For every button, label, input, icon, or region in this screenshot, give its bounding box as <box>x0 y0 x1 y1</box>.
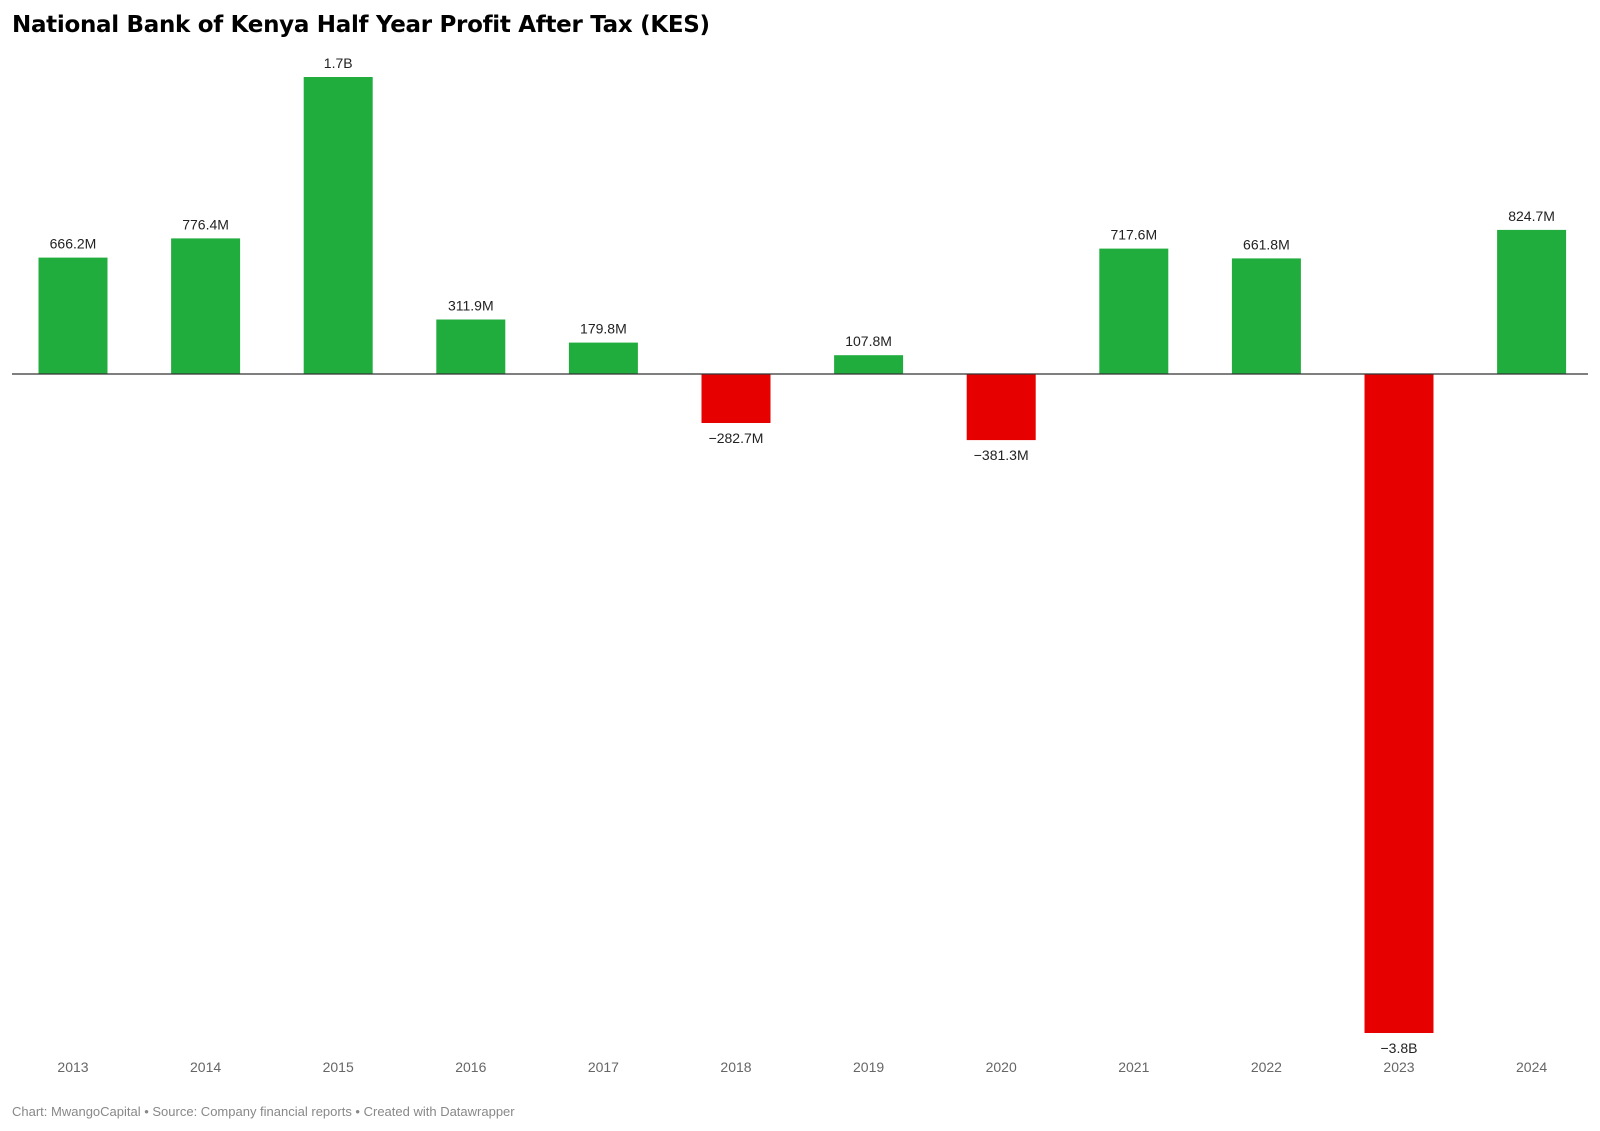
bar-2024 <box>1497 229 1567 374</box>
x-tick-2013: 2013 <box>57 1059 88 1075</box>
bar-label-2017: 179.8M <box>580 321 627 337</box>
x-tick-2018: 2018 <box>720 1059 751 1075</box>
bar-2021 <box>1099 248 1169 374</box>
x-tick-2023: 2023 <box>1383 1059 1414 1075</box>
bar-2018 <box>701 374 771 423</box>
bar-label-2021: 717.6M <box>1110 227 1157 243</box>
bar-chart: 666.2M 776.4M 1.7B 311.9M 179.8M −282.7M 107.8… <box>12 55 1588 1075</box>
bar-label-2020: −381.3M <box>974 447 1029 463</box>
x-tick-2022: 2022 <box>1251 1059 1282 1075</box>
chart-footer: Chart: MwangoCapital • Source: Company f… <box>12 1104 515 1119</box>
bar-2014 <box>171 238 241 374</box>
bar-2023 <box>1364 374 1434 1033</box>
x-tick-2021: 2021 <box>1118 1059 1149 1075</box>
bar-2017 <box>568 342 638 374</box>
x-tick-2016: 2016 <box>455 1059 486 1075</box>
bars-group <box>38 77 1567 1033</box>
x-tick-2020: 2020 <box>986 1059 1017 1075</box>
bar-label-2019: 107.8M <box>845 333 892 349</box>
bar-label-2013: 666.2M <box>50 236 97 252</box>
bar-label-2018: −282.7M <box>709 430 764 446</box>
bar-label-2022: 661.8M <box>1243 236 1290 252</box>
bar-2016 <box>436 319 506 374</box>
x-axis-tick-labels: 2013 2014 2015 2016 2017 2018 2019 2020 2021 2022… <box>57 1059 1547 1075</box>
bar-label-2023: −3.8B <box>1381 1040 1418 1056</box>
x-tick-2015: 2015 <box>323 1059 354 1075</box>
bar-2019 <box>834 355 904 374</box>
x-tick-2014: 2014 <box>190 1059 221 1075</box>
bar-label-2016: 311.9M <box>448 298 494 314</box>
bar-labels-group: 666.2M 776.4M 1.7B 311.9M 179.8M −282.7M 107.8… <box>50 55 1555 1056</box>
bar-2020 <box>966 374 1036 441</box>
bar-2022 <box>1231 258 1301 374</box>
bar-label-2015: 1.7B <box>324 55 353 71</box>
chart-title: National Bank of Kenya Half Year Profit … <box>12 12 710 38</box>
bar-2015 <box>303 77 373 374</box>
bar-label-2014: 776.4M <box>182 216 229 232</box>
bar-2013 <box>38 257 108 374</box>
bar-label-2024: 824.7M <box>1508 208 1555 224</box>
x-tick-2024: 2024 <box>1516 1059 1547 1075</box>
x-tick-2019: 2019 <box>853 1059 884 1075</box>
x-tick-2017: 2017 <box>588 1059 619 1075</box>
